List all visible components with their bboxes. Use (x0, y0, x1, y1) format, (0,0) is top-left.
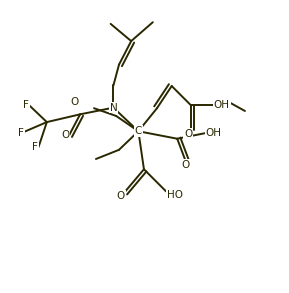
Text: O: O (181, 159, 190, 170)
Text: F: F (32, 142, 38, 152)
Text: HO: HO (167, 190, 183, 200)
Text: O: O (117, 191, 125, 201)
Text: OH: OH (205, 128, 222, 138)
Text: C: C (135, 126, 142, 136)
Text: F: F (18, 128, 24, 138)
Text: O: O (61, 130, 70, 140)
Text: F: F (23, 100, 29, 110)
Text: O: O (71, 97, 79, 107)
Text: OH: OH (214, 100, 230, 110)
Text: N: N (110, 103, 117, 113)
Text: O: O (184, 129, 192, 139)
